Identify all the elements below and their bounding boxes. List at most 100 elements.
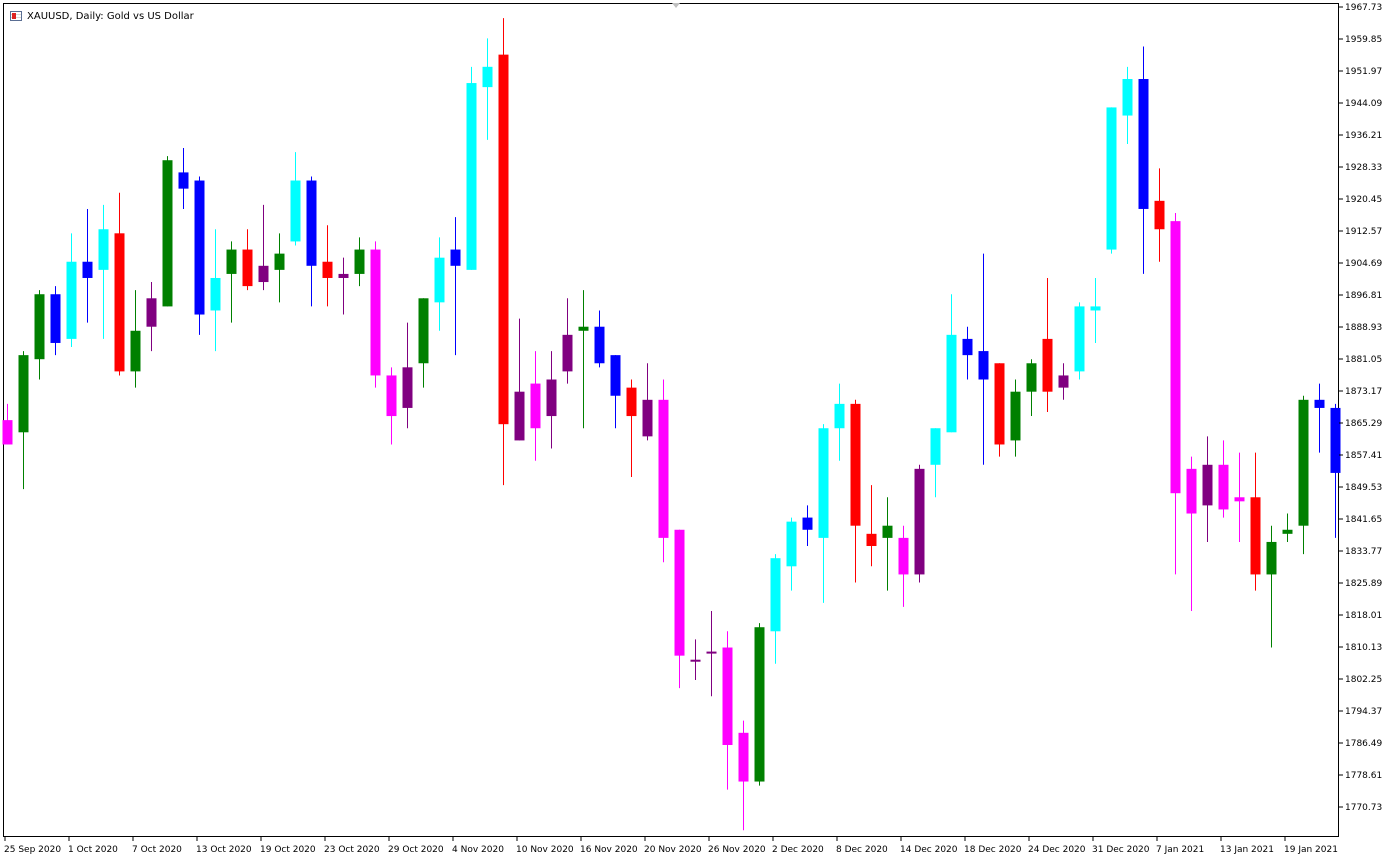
- candle: [706, 610, 717, 697]
- candle: [594, 310, 605, 368]
- date-label: 26 Nov 2020: [708, 845, 766, 855]
- candle: [434, 237, 445, 331]
- candle: [98, 204, 109, 339]
- date-label: 16 Nov 2020: [580, 845, 638, 855]
- candle: [50, 286, 61, 356]
- price-label: 1841.65: [1345, 515, 1382, 525]
- candle: [274, 233, 285, 303]
- candle-body: [498, 54, 509, 425]
- date-label: 7 Jan 2021: [1156, 845, 1204, 855]
- price-label: 1802.25: [1345, 675, 1382, 685]
- candle: [898, 525, 909, 607]
- candle-body: [1314, 399, 1325, 408]
- date-label: 19 Jan 2021: [1284, 845, 1338, 855]
- candle-body: [306, 180, 317, 266]
- candle-body: [1122, 79, 1133, 116]
- candle: [1186, 456, 1197, 611]
- date-label: 14 Dec 2020: [900, 845, 958, 855]
- price-label: 1904.69: [1345, 259, 1382, 269]
- candle: [658, 379, 669, 563]
- candle: [290, 152, 301, 246]
- candle-body: [802, 517, 813, 530]
- candle: [482, 38, 493, 140]
- date-label: 29 Oct 2020: [388, 845, 444, 855]
- candle-body: [1074, 306, 1085, 372]
- candle-body: [226, 249, 237, 274]
- candle: [690, 639, 701, 681]
- candle-body: [1330, 407, 1341, 473]
- candle-body: [978, 351, 989, 380]
- candle-body: [850, 403, 861, 526]
- candle: [674, 529, 685, 689]
- price-label: 1881.05: [1345, 355, 1382, 365]
- candle: [1234, 452, 1245, 542]
- candle: [226, 241, 237, 323]
- candle: [1282, 513, 1293, 542]
- candle-body: [290, 180, 301, 242]
- candle: [66, 233, 77, 348]
- price-label: 1873.17: [1345, 387, 1382, 397]
- candle-body: [354, 249, 365, 274]
- candle: [1074, 302, 1085, 380]
- date-label: 2 Dec 2020: [772, 845, 824, 855]
- candle-body: [930, 428, 941, 465]
- price-label: 1818.01: [1345, 611, 1382, 621]
- candle-body: [578, 326, 589, 331]
- price-label: 1928.33: [1345, 163, 1382, 173]
- price-label: 1959.85: [1345, 35, 1382, 45]
- candle-body: [114, 233, 125, 372]
- candle-body: [386, 375, 397, 417]
- candle-body: [1202, 464, 1213, 506]
- candle: [834, 383, 845, 461]
- candle: [418, 298, 429, 388]
- candle-body: [898, 537, 909, 575]
- candle: [1058, 363, 1069, 400]
- candle-body: [562, 334, 573, 372]
- price-label: 1920.45: [1345, 195, 1382, 205]
- candle-body: [546, 379, 557, 417]
- candle: [1314, 383, 1325, 453]
- candle-body: [1170, 221, 1181, 494]
- candle-body: [1026, 363, 1037, 392]
- candle-body: [1058, 375, 1069, 388]
- candle-body: [738, 732, 749, 782]
- candle-body: [530, 383, 541, 429]
- candle-body: [642, 399, 653, 437]
- candle-body: [754, 627, 765, 782]
- candle: [2, 403, 13, 445]
- candle-body: [482, 66, 493, 88]
- candle-body: [1154, 200, 1165, 230]
- candle-body: [450, 249, 461, 266]
- candle-body: [210, 277, 221, 311]
- candle: [1106, 107, 1117, 254]
- candle: [210, 229, 221, 352]
- candle: [578, 290, 589, 429]
- candle: [1138, 46, 1149, 274]
- candle-body: [514, 391, 525, 441]
- candle: [114, 192, 125, 376]
- candle: [1298, 395, 1309, 555]
- candle-body: [690, 659, 701, 662]
- candle: [146, 282, 157, 352]
- price-label: 1857.41: [1345, 451, 1382, 461]
- candle: [626, 379, 637, 477]
- candle-body: [946, 334, 957, 433]
- candle-body: [626, 387, 637, 417]
- candle: [450, 217, 461, 356]
- date-label: 8 Dec 2020: [836, 845, 888, 855]
- candle: [546, 351, 557, 449]
- candle-body: [818, 428, 829, 538]
- chart-shift-marker-icon[interactable]: [672, 3, 680, 8]
- date-label: 25 Sep 2020: [4, 845, 61, 855]
- candle: [306, 176, 317, 307]
- candle: [562, 298, 573, 384]
- candle-body: [402, 367, 413, 408]
- candle: [322, 225, 333, 307]
- date-label: 7 Oct 2020: [132, 845, 182, 855]
- candle: [1250, 452, 1261, 591]
- candle: [642, 363, 653, 441]
- candle: [866, 485, 877, 567]
- candle: [850, 399, 861, 583]
